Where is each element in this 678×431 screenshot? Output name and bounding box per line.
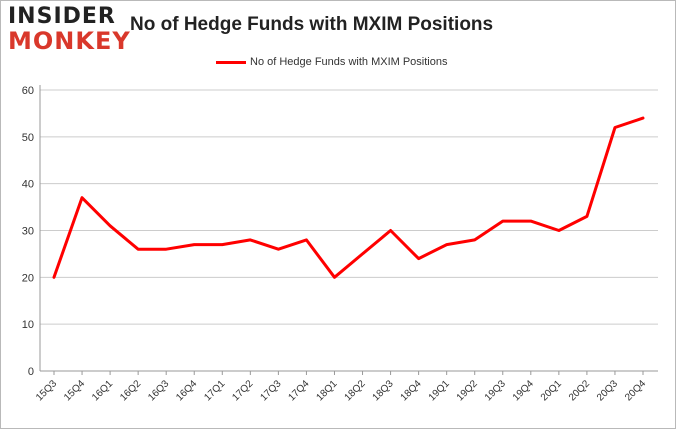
logo-line-2: MONKEY [8,27,131,55]
legend-swatch [216,60,246,64]
y-tick-label: 0 [28,366,34,378]
grid-lines [40,89,658,325]
x-tick-label: 16Q1 [90,378,115,403]
x-tick-label: 17Q1 [202,378,227,403]
axes [39,85,658,375]
legend-label: No of Hedge Funds with MXIM Positions [250,56,448,68]
x-tick-label: 16Q3 [146,378,171,403]
x-tick-label: 15Q4 [62,378,87,403]
y-tick-label: 10 [22,319,34,331]
chart-legend: No of Hedge Funds with MXIM Positions [216,56,447,68]
x-tick-label: 20Q2 [567,378,592,403]
y-tick-label: 50 [22,132,34,144]
y-tick-label: 30 [22,226,34,238]
y-tick-label: 60 [22,85,34,97]
x-tick-label: 18Q3 [371,378,396,403]
series-line [52,116,645,279]
x-tick-label: 20Q3 [595,378,620,403]
x-tick-label: 18Q2 [343,378,368,403]
series-lines [52,116,645,279]
x-tick-label: 16Q4 [174,378,199,403]
x-tick-label: 19Q1 [427,378,452,403]
insider-monkey-logo: INSIDER MONKEY [8,4,131,55]
x-tick-label: 18Q4 [399,378,424,403]
x-tick-label: 17Q4 [286,378,311,403]
x-tick-label: 17Q3 [258,378,283,403]
x-tick-label: 15Q3 [34,378,59,403]
x-tick-label: 19Q4 [511,378,536,403]
x-tick-label: 18Q1 [315,378,340,403]
x-tick-label: 16Q2 [118,378,143,403]
chart-title: No of Hedge Funds with MXIM Positions [130,14,494,35]
y-tick-labels: 0 10 20 30 40 50 60 [22,85,34,378]
x-tick-label: 20Q4 [623,378,648,403]
x-tick-label: 20Q1 [539,378,564,403]
x-tick-labels: 15Q3 15Q4 16Q1 16Q2 16Q3 16Q4 17Q1 17Q2 17Q3 17Q4… [34,378,648,403]
logo-line-1: INSIDER [8,4,116,29]
x-tick-label: 17Q2 [230,378,255,403]
x-tick-label: 19Q3 [483,378,508,403]
x-tick-label: 19Q2 [455,378,480,403]
y-tick-label: 40 [22,179,34,191]
y-tick-label: 20 [22,272,34,284]
